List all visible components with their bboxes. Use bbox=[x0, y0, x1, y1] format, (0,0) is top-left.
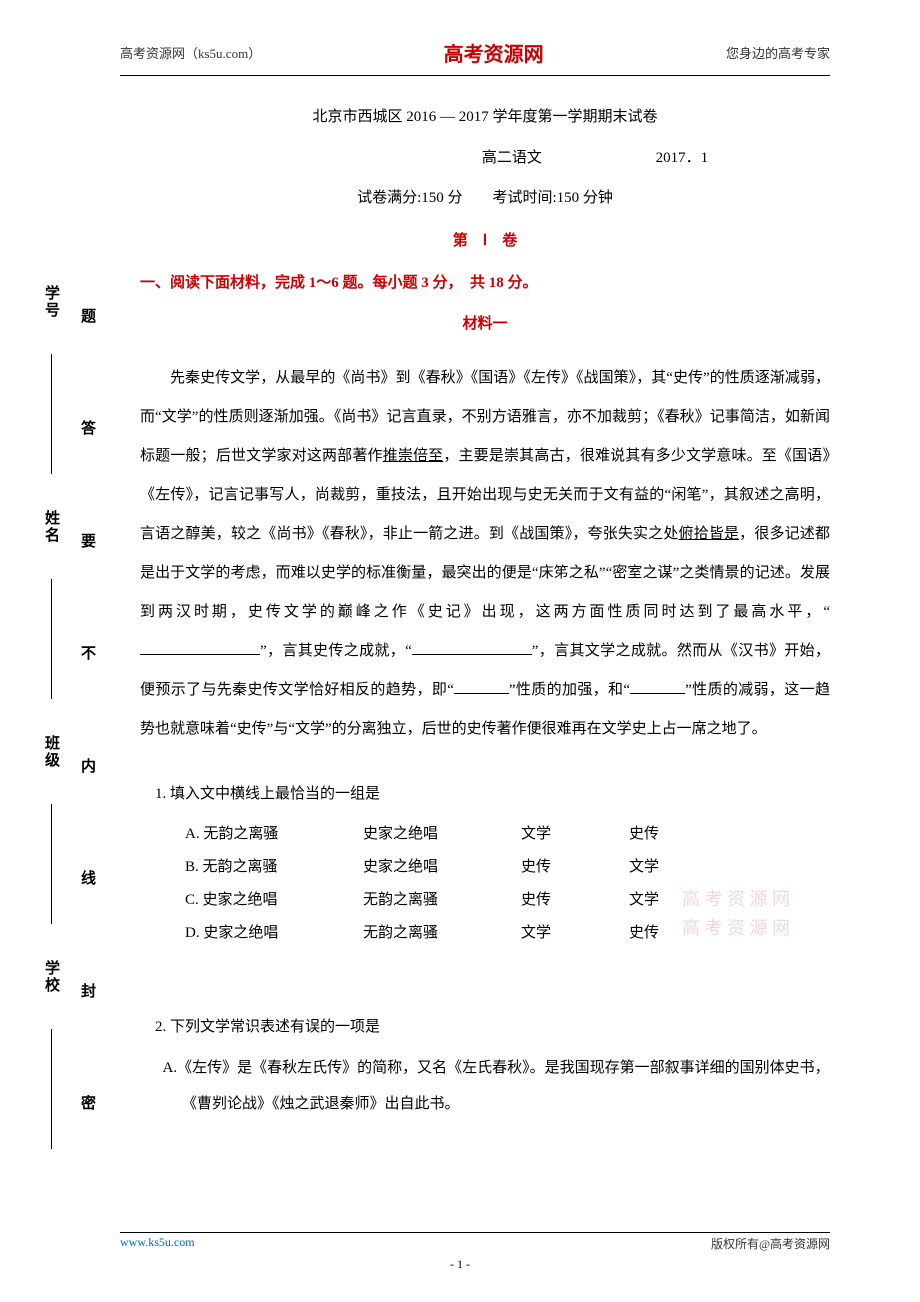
fill-blank bbox=[412, 640, 532, 655]
footer-copyright: 版权所有@高考资源网 bbox=[711, 1235, 830, 1252]
seal-char: 不 bbox=[76, 645, 98, 662]
option-cell: 文学 bbox=[629, 851, 689, 884]
option-cell: C. 史家之绝唱 bbox=[185, 884, 315, 917]
watermark-line: 高 考 资 源 网 bbox=[682, 914, 790, 943]
seal-char: 封 bbox=[76, 983, 98, 1000]
option-cell: 史传 bbox=[629, 917, 689, 950]
label-school: 学校 bbox=[40, 960, 62, 994]
seal-char: 要 bbox=[76, 533, 98, 550]
page-header: 高考资源网（ks5u.com） 高考资源网 您身边的高考专家 bbox=[120, 0, 830, 76]
question-stem: 1. 填入文中横线上最恰当的一组是 bbox=[140, 777, 830, 812]
option-cell: 无韵之离骚 bbox=[363, 917, 473, 950]
option-cell: 史传 bbox=[521, 851, 581, 884]
seal-char: 内 bbox=[76, 758, 98, 775]
question-2: 2. 下列文学常识表述有误的一项是 A.《左传》是《春秋左氏传》的简称，又名《左… bbox=[140, 1010, 830, 1123]
header-source: 高考资源网（ks5u.com） bbox=[120, 43, 261, 62]
underlined-phrase: 推崇倍至 bbox=[383, 448, 444, 464]
option-row: A. 无韵之离骚 史家之绝唱 文学 史传 bbox=[185, 818, 830, 851]
sidebar-line bbox=[51, 1029, 52, 1149]
page-footer: www.ks5u.com 版权所有@高考资源网 bbox=[120, 1232, 830, 1252]
sidebar-outer-labels: 学号 姓名 班级 学校 bbox=[40, 260, 62, 1160]
option-cell: 史家之绝唱 bbox=[363, 818, 473, 851]
option-cell: 文学 bbox=[521, 917, 581, 950]
question-stem: 2. 下列文学常识表述有误的一项是 bbox=[140, 1010, 830, 1045]
exam-info: 试卷满分:150 分 考试时间:150 分钟 bbox=[140, 181, 830, 216]
option-cell: 史传 bbox=[521, 884, 581, 917]
option-row: B. 无韵之离骚 史家之绝唱 史传 文学 bbox=[185, 851, 830, 884]
document-content: 北京市西城区 2016 — 2017 学年度第一学期期末试卷 高二语文 2017… bbox=[140, 76, 830, 1122]
text-run: ”，言其史传之成就，“ bbox=[260, 643, 412, 659]
option-cell: 史传 bbox=[629, 818, 689, 851]
label-class: 班级 bbox=[40, 735, 62, 769]
option-a: A.《左传》是《春秋左氏传》的简称，又名《左氏春秋》。是我国现存第一部叙事详细的… bbox=[163, 1050, 831, 1122]
fill-blank bbox=[454, 679, 509, 694]
passage-paragraph: 先秦史传文学，从最早的《尚书》到《春秋》《国语》《左传》《战国策》，其“史传”的… bbox=[140, 359, 830, 749]
header-slogan: 您身边的高考专家 bbox=[726, 43, 830, 62]
watermark: 高 考 资 源 网 高 考 资 源 网 bbox=[682, 885, 790, 943]
section-heading: 一、阅读下面材料，完成 1～6 题。每小题 3 分， 共 18 分。 bbox=[140, 266, 830, 301]
page-number: - 1 - bbox=[450, 1257, 470, 1272]
footer-url: www.ks5u.com bbox=[120, 1235, 195, 1252]
option-cell: 文学 bbox=[521, 818, 581, 851]
material-title: 材料一 bbox=[140, 307, 830, 342]
sidebar-inner-labels: 题 答 要 不 内 线 封 密 bbox=[76, 260, 98, 1160]
sidebar-line bbox=[51, 354, 52, 474]
fill-blank bbox=[630, 679, 685, 694]
exam-title: 北京市西城区 2016 — 2017 学年度第一学期期末试卷 bbox=[140, 100, 830, 135]
subject-text: 高二语文 bbox=[482, 141, 542, 176]
option-cell: B. 无韵之离骚 bbox=[185, 851, 315, 884]
option-cell: 无韵之离骚 bbox=[363, 884, 473, 917]
text-run: ”性质的加强，和“ bbox=[509, 682, 630, 698]
seal-char: 线 bbox=[76, 870, 98, 887]
seal-char: 答 bbox=[76, 420, 98, 437]
subject-line: 高二语文 2017．1 bbox=[140, 141, 830, 176]
exam-date: 2017．1 bbox=[656, 141, 709, 176]
seal-char: 密 bbox=[76, 1095, 98, 1112]
seal-char: 题 bbox=[76, 308, 98, 325]
underlined-phrase: 俯拾皆是 bbox=[679, 526, 740, 542]
fill-blank bbox=[140, 640, 260, 655]
option-cell: A. 无韵之离骚 bbox=[185, 818, 315, 851]
label-student-id: 学号 bbox=[40, 285, 62, 319]
binding-sidebar: 学号 姓名 班级 学校 题 答 要 不 内 线 封 密 bbox=[40, 260, 100, 1160]
sidebar-line bbox=[51, 804, 52, 924]
label-name: 姓名 bbox=[40, 510, 62, 544]
option-cell: 史家之绝唱 bbox=[363, 851, 473, 884]
sidebar-line bbox=[51, 579, 52, 699]
option-cell: D. 史家之绝唱 bbox=[185, 917, 315, 950]
header-logo-text: 高考资源网 bbox=[444, 38, 544, 67]
volume-label: 第 Ⅰ 卷 bbox=[140, 224, 830, 259]
watermark-line: 高 考 资 源 网 bbox=[682, 885, 790, 914]
option-cell: 文学 bbox=[629, 884, 689, 917]
